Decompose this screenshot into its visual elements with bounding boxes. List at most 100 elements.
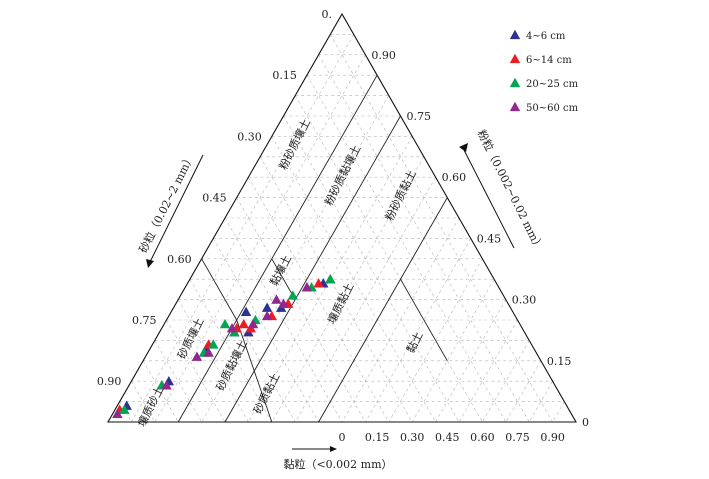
right-axis-arrowhead [459,143,468,152]
legend-marker [509,77,521,88]
right-tick-label: 0.75 [407,110,432,123]
left-tick-label: 0.90 [97,375,122,388]
left-tick-label: 0.75 [132,314,157,327]
grid-line [131,34,354,423]
grid-line [458,319,518,423]
data-point [219,318,231,329]
legend: 4~6 cm 6~14 cm 20~25 cm 50~60 cm [509,29,579,114]
grid-line [271,156,425,423]
grid-line [365,238,471,423]
boundary-line [400,278,448,362]
right-tick-label: 0.45 [477,232,502,245]
data-point [112,408,123,418]
left-tick-label: 0.45 [202,192,227,205]
boundary-line [224,115,401,423]
data-points [112,274,336,418]
bottom-tick-label: 0.15 [365,431,390,444]
grid-line [306,75,507,423]
boundary-line [177,74,378,423]
legend-marker [509,53,521,64]
data-point [287,290,299,300]
bottom-tick-label: 0.60 [470,431,495,444]
grid-line [259,156,413,423]
region-label: 壤质黏土 [324,280,356,326]
region-label: 黏土 [403,329,425,355]
data-point [301,282,313,292]
tick-labels: 0 0.15 0.30 0.45 0.60 0.75 0.90 0. 0.15 0.30 0.45 0… [97,8,589,444]
legend-label: 20~25 cm [526,79,579,90]
data-point [261,310,273,321]
bottom-axis-title: 黏粒（<0.002 mm） [283,457,392,471]
left-tick-label: 0. [322,8,333,21]
triangle-outline [107,12,577,423]
left-axis-title: 砂粒（0.02~2 mm） [136,151,197,255]
right-tick-label: 0.30 [512,294,537,307]
data-point [247,318,259,329]
boundary-line [318,197,448,423]
data-point [271,294,282,304]
right-tick-label: 0.90 [371,49,396,62]
bottom-tick-label: 0.75 [505,431,530,444]
left-tick-label: 0.15 [272,69,297,82]
region-label: 粉砂质黏土 [382,167,419,222]
right-tick-label: 0.60 [442,171,467,184]
boundary-line [236,319,273,423]
grid-line [213,238,319,423]
grid-line [388,258,483,423]
data-point [208,339,219,349]
grid-line [131,381,156,423]
bottom-tick-label: 0.45 [435,431,460,444]
data-point [313,278,324,288]
left-axis-arrow [149,154,204,263]
grid-line [154,54,366,423]
data-point [161,380,172,390]
data-point [119,404,130,414]
region-label: 粉砂质黏壤土 [321,143,363,208]
grid-lines [119,34,565,423]
grid-line [236,197,366,423]
legend-label: 50~60 cm [526,103,579,114]
legend-marker [509,29,521,40]
grid-line [201,95,390,423]
grid-line [166,319,226,423]
region-label: 砂质黏土 [250,370,282,416]
grid-line [330,34,553,423]
grid-line [482,340,530,423]
region-label: 粉砂质壤土 [276,116,313,171]
grid-line [411,279,495,423]
data-point [203,347,214,357]
data-point [226,322,238,333]
grid-line [154,340,202,423]
right-axis-arrow [463,149,515,249]
data-point [261,302,273,312]
boundary-line [201,258,238,321]
grid-line [528,381,553,423]
bottom-axis-arrowhead [330,446,337,452]
right-tick-label: 0 [582,416,589,429]
left-tick-label: 0.60 [167,253,192,266]
data-point [191,351,203,361]
data-point [278,298,289,308]
grid-line [283,115,460,423]
data-point [240,306,252,316]
left-axis-arrowhead [146,259,154,268]
legend-marker [509,101,521,112]
legend-label: 4~6 cm [526,31,566,42]
region-label: 砂质黏壤土 [213,337,250,392]
right-tick-label: 0.15 [547,355,572,368]
grid-line [119,401,132,423]
bottom-tick-label: 0 [339,431,346,444]
boundary-line [271,258,296,300]
bottom-tick-label: 0.90 [540,431,565,444]
texture-class-boundaries [177,74,448,423]
legend-label: 6~14 cm [526,55,572,66]
data-point [325,274,336,284]
grid-line [552,401,565,423]
triangle-frame [107,12,577,423]
grid-line [505,360,542,423]
region-label: 黏壤土 [267,252,294,288]
left-tick-label: 0.30 [237,130,262,143]
bottom-tick-label: 0.30 [400,431,425,444]
